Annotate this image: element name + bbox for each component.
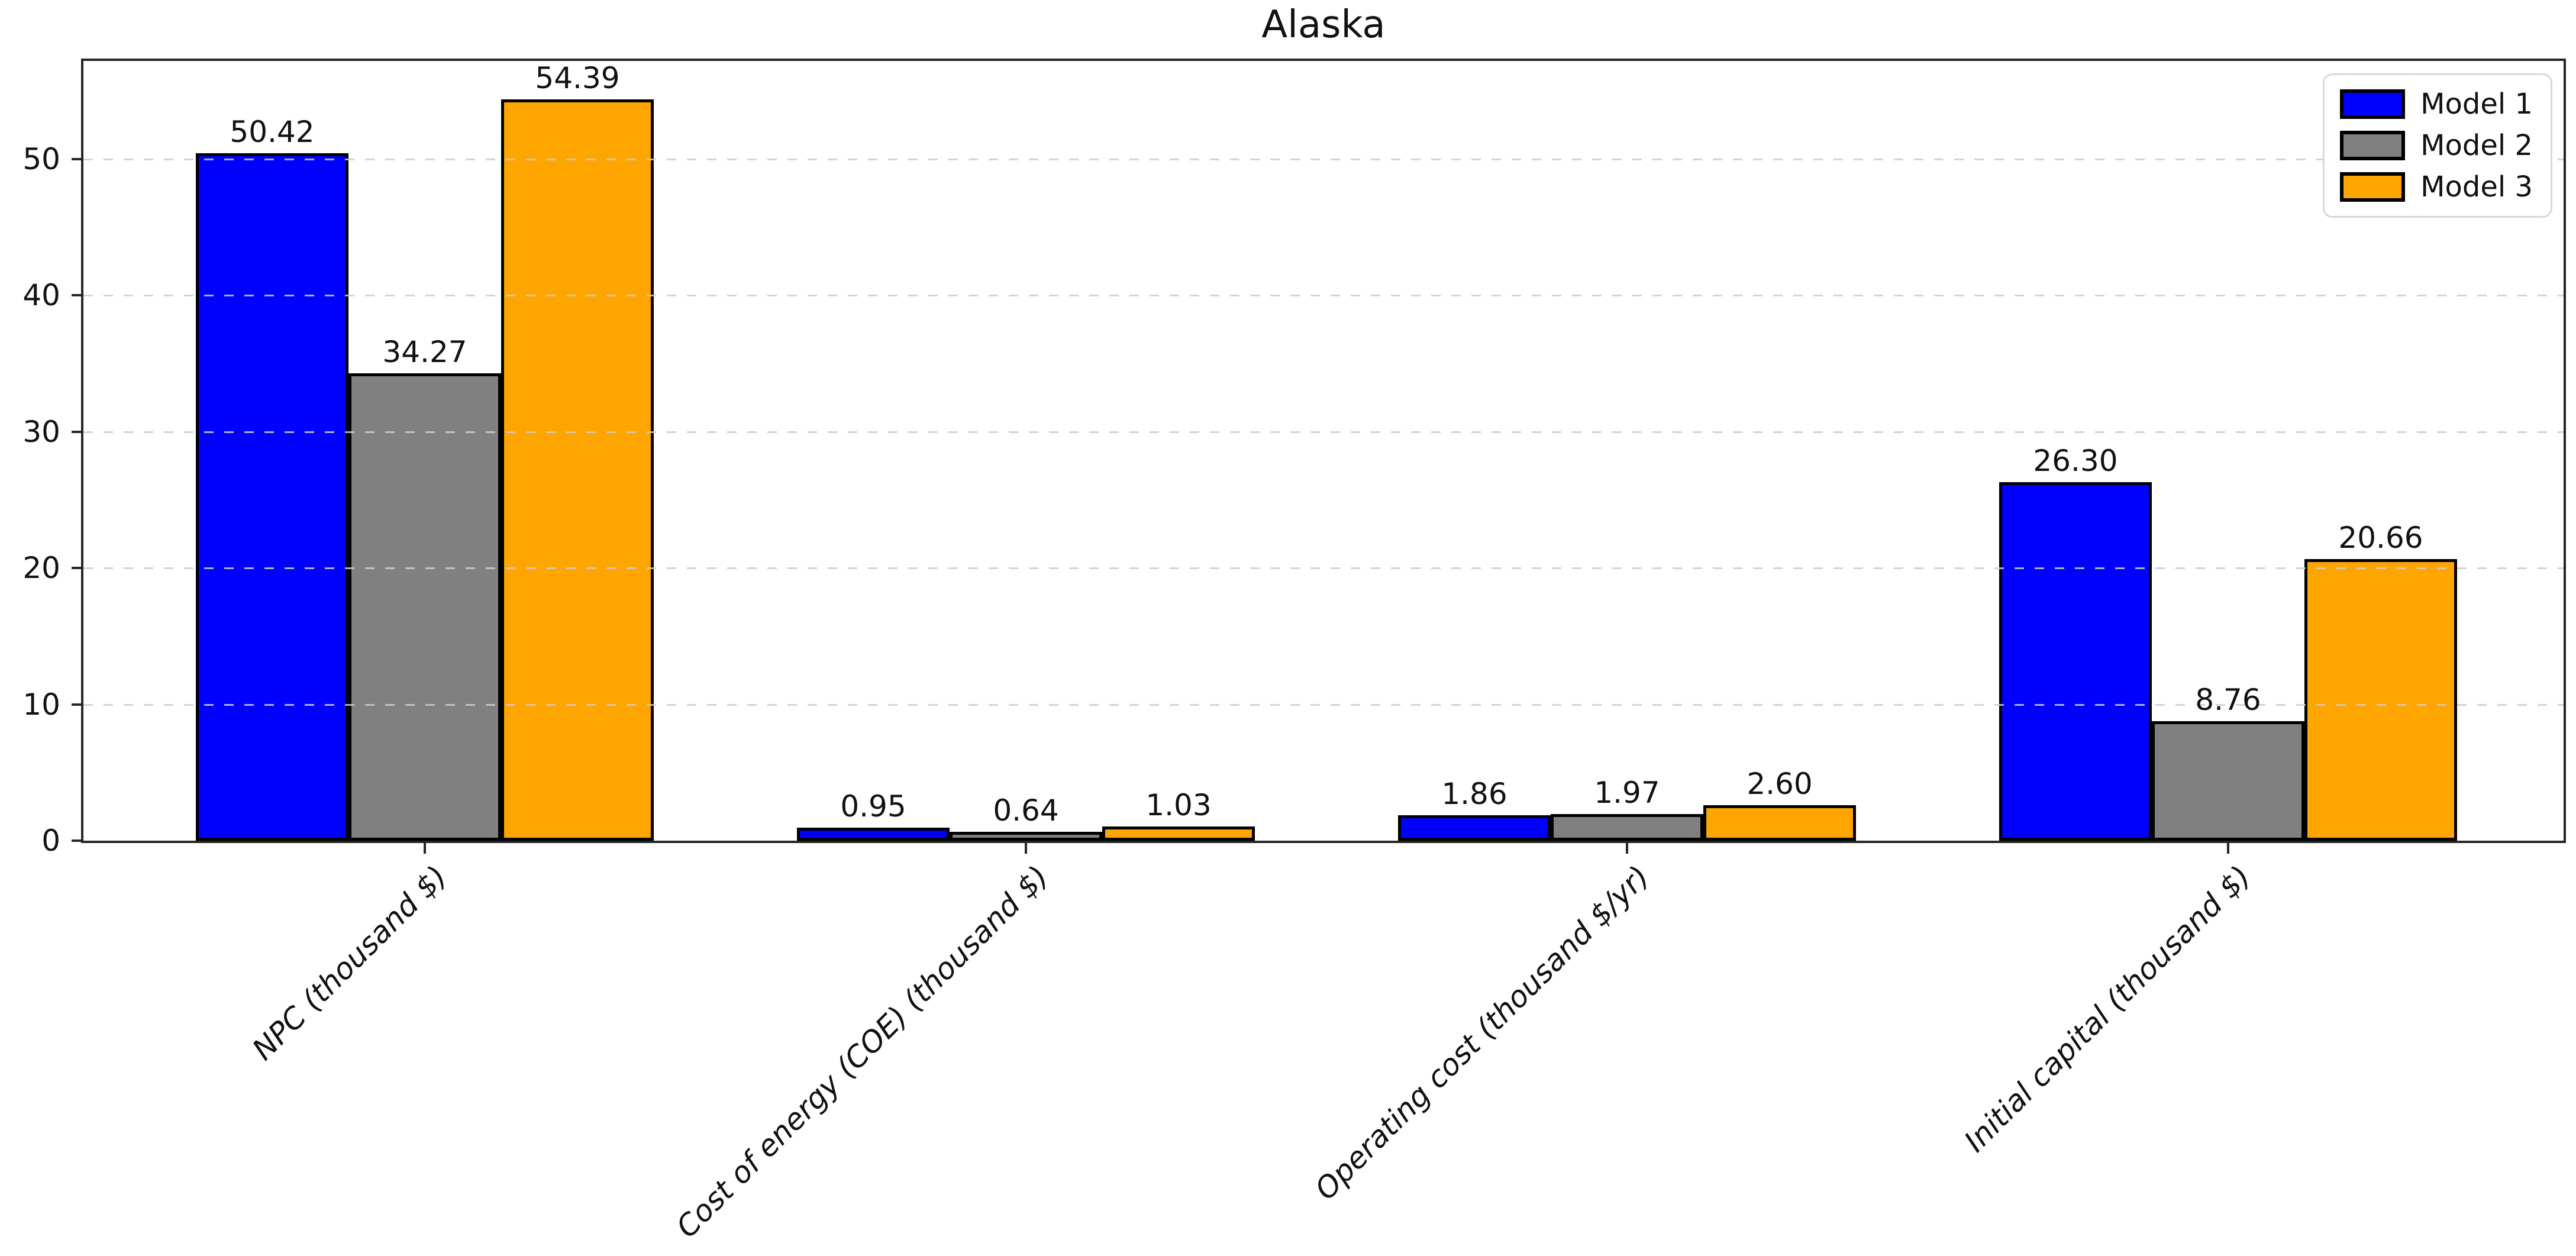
bar-model-3-npc-thousand [501, 99, 654, 841]
bar-model-2-operating-co [1551, 814, 1703, 841]
y-tick-mark-30 [72, 430, 83, 433]
bar-value-label-model-3-1: 1.03 [1145, 788, 1212, 822]
x-tick-mark-1 [1025, 843, 1027, 854]
bar-model-2-initial-capi [2152, 721, 2304, 841]
bar-model-1-npc-thousand [196, 153, 348, 841]
x-tick-label-2: Operating cost (thousand $/yr) [1308, 859, 1657, 1207]
y-gridline-40 [83, 295, 2564, 297]
bar-value-label-model-2-3: 8.76 [2195, 683, 2261, 717]
bar-value-label-model-3-3: 20.66 [2338, 521, 2423, 555]
legend-item-model-3: Model 3 [2340, 171, 2533, 203]
y-tick-label-20: 20 [22, 551, 60, 586]
bar-model-2-cost-of-ener [950, 832, 1102, 841]
bar-model-1-cost-of-ener [797, 828, 950, 841]
chart-title: Alaska [1261, 3, 1386, 47]
legend-item-model-2: Model 2 [2340, 130, 2533, 162]
y-tick-mark-40 [72, 294, 83, 297]
y-gridline-10 [83, 703, 2564, 706]
bar-value-label-model-2-0: 34.27 [382, 335, 467, 369]
plot-area: 50.42 34.27 54.39 0.95 0.64 1.03 1.86 1.97 2.60 2… [81, 59, 2566, 843]
bar-value-label-model-1-1: 0.95 [840, 789, 906, 824]
legend-item-model-1: Model 1 [2340, 88, 2533, 120]
y-tick-label-40: 40 [22, 278, 60, 313]
y-tick-mark-10 [72, 703, 83, 706]
legend-label-model-3: Model 3 [2420, 170, 2533, 204]
bar-model-3-cost-of-ener [1102, 826, 1255, 841]
bar-model-2-npc-thousand [348, 373, 501, 841]
bar-value-label-model-1-3: 26.30 [2033, 444, 2118, 478]
y-tick-label-50: 50 [22, 141, 60, 176]
y-tick-mark-50 [72, 157, 83, 160]
y-tick-mark-0 [72, 840, 83, 842]
bar-value-label-model-2-1: 0.64 [993, 793, 1059, 828]
bar-model-1-operating-co [1398, 815, 1551, 841]
x-tick-mark-0 [424, 843, 426, 854]
y-gridline-50 [83, 158, 2564, 160]
bar-model-3-operating-co [1703, 805, 1856, 841]
bar-value-label-model-1-0: 50.42 [230, 115, 315, 149]
x-tick-label-1: Cost of energy (COE) (thousand $) [669, 859, 1055, 1245]
y-tick-mark-20 [72, 567, 83, 570]
x-tick-label-0: NPC (thousand $) [246, 859, 454, 1067]
legend-label-model-1: Model 1 [2420, 88, 2533, 121]
y-tick-label-30: 30 [22, 414, 60, 449]
x-tick-mark-3 [2227, 843, 2229, 854]
bar-model-1-initial-capi [1999, 482, 2152, 841]
legend: Model 1 Model 2 Model 3 [2323, 73, 2552, 218]
legend-swatch-model-1-icon [2340, 89, 2406, 119]
y-gridline-20 [83, 567, 2564, 570]
bar-value-label-model-3-2: 2.60 [1747, 767, 1813, 801]
bar-value-label-model-2-2: 1.97 [1594, 776, 1660, 810]
y-tick-label-0: 0 [41, 824, 60, 858]
y-gridline-30 [83, 431, 2564, 433]
x-tick-mark-2 [1626, 843, 1628, 854]
legend-swatch-model-2-icon [2340, 131, 2406, 160]
legend-label-model-2: Model 2 [2420, 129, 2533, 162]
bar-value-label-model-1-2: 1.86 [1441, 777, 1507, 811]
x-tick-label-3: Initial capital (thousand $) [1957, 859, 2258, 1159]
bar-value-label-model-3-0: 54.39 [535, 61, 620, 95]
legend-swatch-model-3-icon [2340, 172, 2406, 202]
bar-model-3-initial-capi [2304, 559, 2457, 841]
y-tick-label-10: 10 [22, 687, 60, 722]
